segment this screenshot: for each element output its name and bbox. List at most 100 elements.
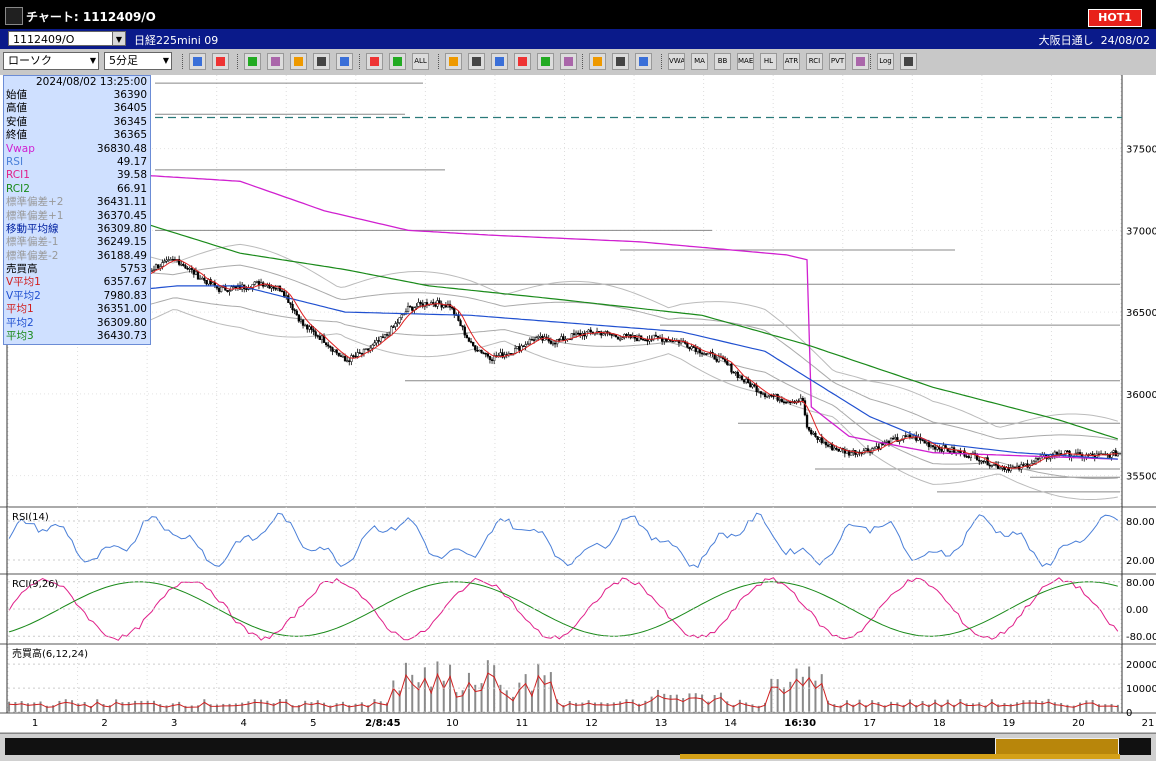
log-button[interactable]: Log xyxy=(877,53,894,70)
candle-body xyxy=(625,334,628,336)
chart-canvas[interactable]: 375003700036500360003550080.0020.00RSI(1… xyxy=(0,75,1156,732)
candle-body xyxy=(1055,451,1059,455)
candle-body xyxy=(999,467,1002,470)
pvt-button[interactable]: PVT xyxy=(829,53,846,70)
interval-select[interactable]: 5分足 ▼ xyxy=(104,52,172,70)
mae-button[interactable]: MAE xyxy=(737,53,754,70)
candle-body xyxy=(201,277,204,280)
candle-body xyxy=(1007,467,1010,472)
candle-body xyxy=(551,342,555,345)
volume-bar xyxy=(108,705,111,712)
candle-body xyxy=(360,352,364,355)
symbol-dropdown-icon[interactable]: ▼ xyxy=(112,31,126,46)
candle-body xyxy=(367,348,370,351)
candle-button[interactable] xyxy=(366,53,383,70)
info-value: 39.58 xyxy=(116,169,147,182)
trend-button[interactable] xyxy=(445,53,462,70)
rsi-title: RSI(14) xyxy=(12,512,49,523)
candle-body xyxy=(801,398,805,401)
all-button[interactable]: ALL xyxy=(412,53,429,70)
candle-body xyxy=(528,339,532,345)
candle-body xyxy=(499,352,502,356)
volume-bar xyxy=(373,699,376,712)
info-row: 始値 36390 xyxy=(4,89,150,102)
box-button[interactable] xyxy=(852,53,869,70)
volume-bar xyxy=(417,682,420,712)
scroll-track[interactable] xyxy=(5,738,1151,755)
ma2-line xyxy=(9,278,1118,460)
candle-body xyxy=(986,457,989,466)
candle-body xyxy=(484,353,487,355)
candle-body xyxy=(1066,450,1069,453)
color-button[interactable] xyxy=(635,53,652,70)
info-row: RCI2 66.91 xyxy=(4,183,150,196)
clear-button[interactable] xyxy=(336,53,353,70)
cross-button[interactable] xyxy=(212,53,229,70)
bb-button[interactable]: BB xyxy=(714,53,731,70)
zoom-button[interactable] xyxy=(267,53,284,70)
candle-body xyxy=(732,371,735,374)
candle-body xyxy=(154,264,158,270)
pnf-button[interactable] xyxy=(389,53,406,70)
info-label: 標準偏差-2 xyxy=(6,249,59,262)
volume-bar xyxy=(1041,701,1044,712)
draw-button[interactable] xyxy=(244,53,261,70)
cursor-button[interactable] xyxy=(491,53,508,70)
hot-button[interactable]: HOT1 xyxy=(1088,9,1142,27)
volume-bar xyxy=(663,693,666,712)
candle-body xyxy=(199,278,202,280)
candle-body xyxy=(419,302,422,305)
grid-button[interactable] xyxy=(589,53,606,70)
ma-button[interactable]: MA xyxy=(691,53,708,70)
info-label: 標準偏差+2 xyxy=(6,196,64,209)
candle-body xyxy=(1110,452,1113,458)
volume-bar xyxy=(612,702,615,712)
candle-body xyxy=(1032,460,1035,464)
volume-bar xyxy=(990,699,993,712)
candle-body xyxy=(908,434,912,438)
info-label: RCI1 xyxy=(6,169,30,182)
candle-body xyxy=(314,331,317,336)
rci-tick-label: 0.00 xyxy=(1126,605,1148,616)
candle-body xyxy=(959,450,962,454)
atr-button[interactable]: ATR xyxy=(783,53,800,70)
hl-button[interactable]: HL xyxy=(760,53,777,70)
volume-bar xyxy=(833,704,836,712)
candle-body xyxy=(194,271,198,275)
scroll-thumb[interactable] xyxy=(680,754,1120,759)
candle-body xyxy=(906,434,910,437)
volume-bar xyxy=(354,703,357,712)
candle-body xyxy=(192,269,195,275)
chart-scrollbar[interactable] xyxy=(0,733,1156,761)
fit-button[interactable] xyxy=(290,53,307,70)
chart-area[interactable]: 37500 37000 36500 36000 35500 80.00 20.00 RSI(1… xyxy=(0,75,1156,732)
candle-body xyxy=(715,359,718,362)
arrow-button[interactable] xyxy=(514,53,531,70)
candle-body xyxy=(761,393,765,395)
volume-bar xyxy=(1110,703,1113,712)
edit-button[interactable] xyxy=(468,53,485,70)
volume-bar xyxy=(360,702,363,712)
volume-bar xyxy=(795,668,798,712)
volume-bar xyxy=(329,705,332,712)
candle-body xyxy=(642,338,645,341)
candle-body xyxy=(820,437,823,444)
candle-body xyxy=(1015,465,1019,468)
exit-button[interactable] xyxy=(900,53,917,70)
rci-button[interactable]: RCI xyxy=(806,53,823,70)
candle-body xyxy=(480,349,483,354)
trash-button[interactable] xyxy=(560,53,577,70)
chart-type-select[interactable]: ローソク ▼ xyxy=(3,52,99,70)
overview-window[interactable] xyxy=(995,738,1119,755)
tool-button[interactable] xyxy=(612,53,629,70)
flag-button[interactable] xyxy=(313,53,330,70)
candle-body xyxy=(333,349,336,352)
volume-bar xyxy=(146,700,149,712)
candle-body xyxy=(757,391,760,393)
candle-body xyxy=(692,346,695,348)
symbol-input[interactable]: 1112409/O xyxy=(8,31,124,46)
search-button[interactable] xyxy=(189,53,206,70)
candle-body xyxy=(782,401,786,404)
memo-button[interactable] xyxy=(537,53,554,70)
vwap-button[interactable]: VWAP xyxy=(668,53,685,70)
